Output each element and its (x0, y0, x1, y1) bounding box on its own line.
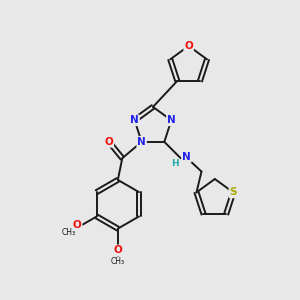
Text: O: O (113, 245, 122, 255)
Text: N: N (167, 115, 176, 125)
Text: N: N (130, 115, 139, 125)
Text: O: O (73, 220, 82, 230)
Text: S: S (230, 188, 237, 197)
Text: N: N (137, 137, 146, 147)
Text: N: N (182, 152, 191, 162)
Text: H: H (172, 159, 179, 168)
Text: CH₃: CH₃ (61, 228, 76, 237)
Text: CH₃: CH₃ (111, 257, 125, 266)
Text: O: O (104, 137, 113, 147)
Text: O: O (184, 41, 193, 51)
